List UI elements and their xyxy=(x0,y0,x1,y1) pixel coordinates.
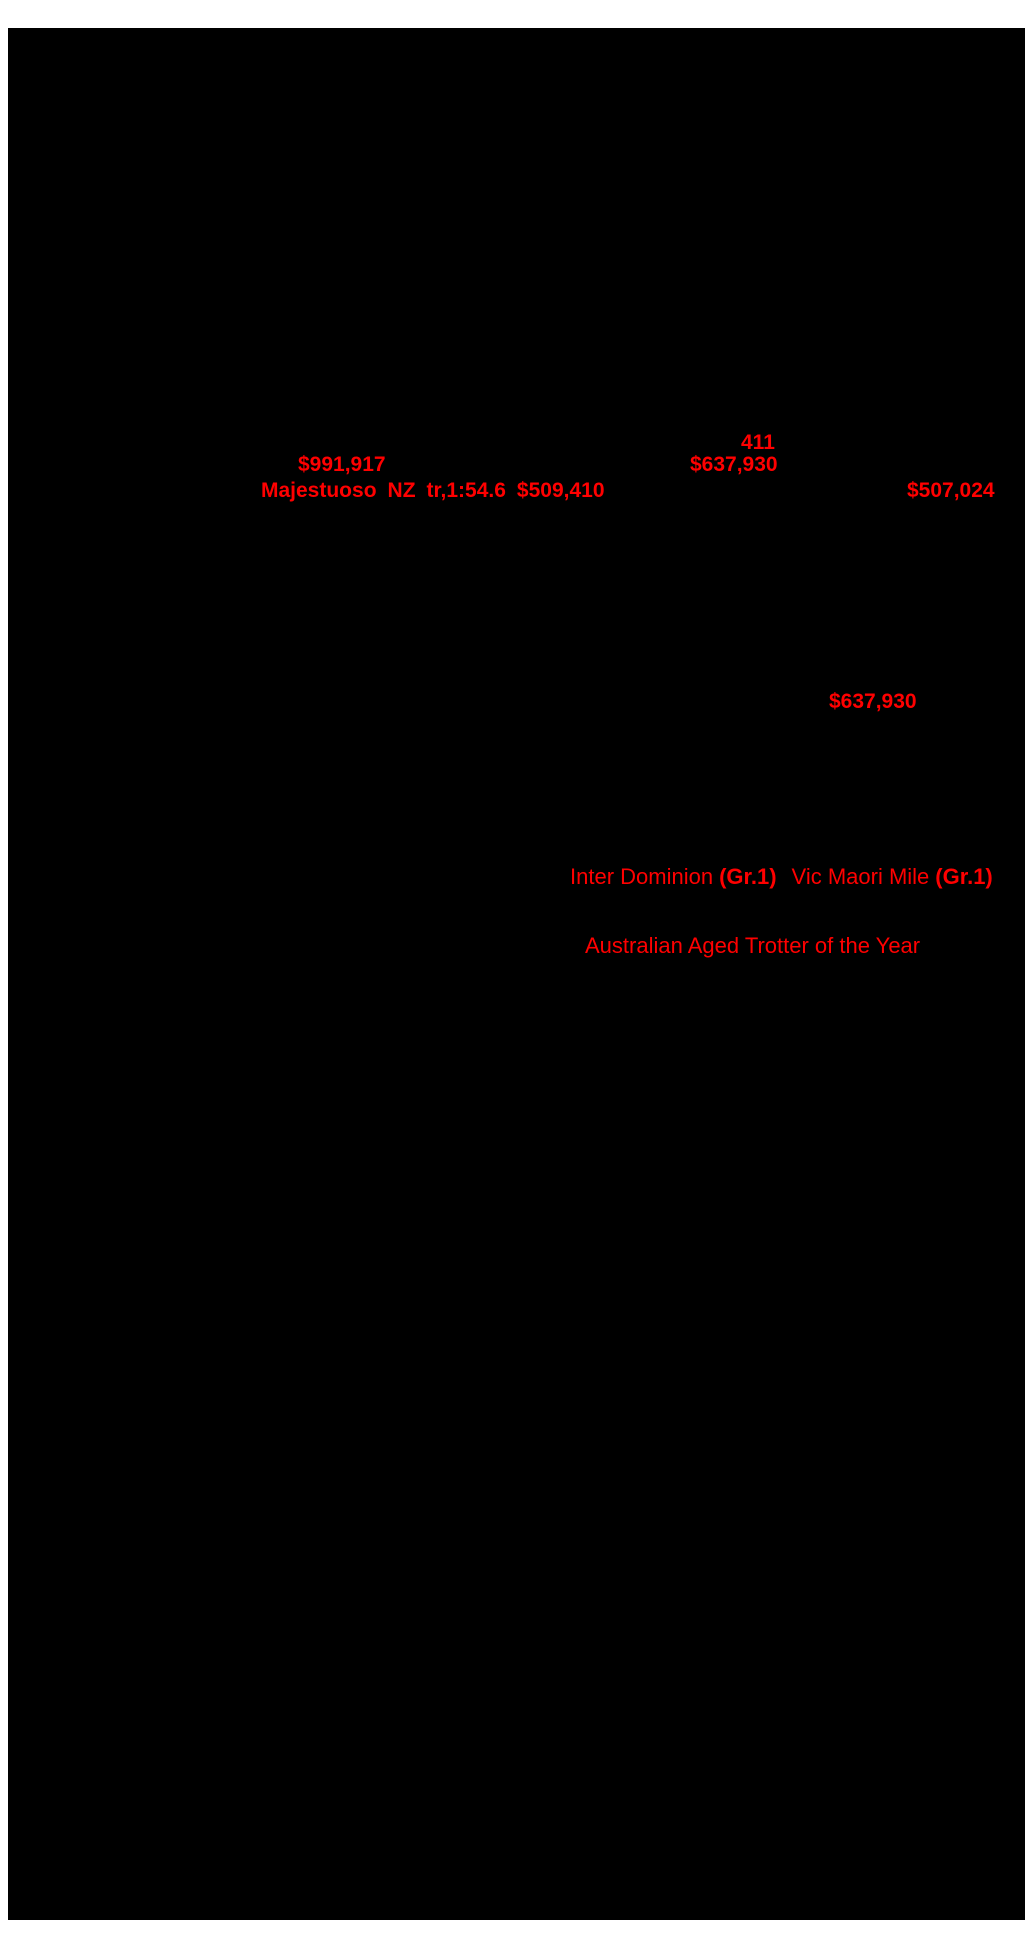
page-body-black xyxy=(8,28,1025,1920)
earnings-left: $991,917 xyxy=(298,453,386,476)
award-line: Australian Aged Trotter of the Year xyxy=(585,933,921,958)
sire-earnings: $509,410 xyxy=(516,479,605,502)
race-1-group: (Gr.1) xyxy=(719,864,777,889)
sire-name: Majestuoso xyxy=(261,479,377,502)
starts-count: 411 xyxy=(741,431,775,454)
stakes-races-line: Inter Dominion (Gr.1) Vic Maori Mile (Gr… xyxy=(570,865,993,889)
earnings-mid-page: $637,930 xyxy=(829,690,917,713)
sire-country: NZ xyxy=(387,479,416,502)
race-2-name: Vic Maori Mile xyxy=(791,864,930,889)
earnings-right: $637,930 xyxy=(690,453,778,476)
race-2-group: (Gr.1) xyxy=(935,864,993,889)
earnings-far-right: $507,024 xyxy=(907,479,995,502)
race-1-name: Inter Dominion xyxy=(570,864,714,889)
sire-line: Majestuoso NZ tr,1:54.6 $509,410 xyxy=(261,480,605,501)
sire-record: tr,1:54.6 xyxy=(426,479,506,502)
